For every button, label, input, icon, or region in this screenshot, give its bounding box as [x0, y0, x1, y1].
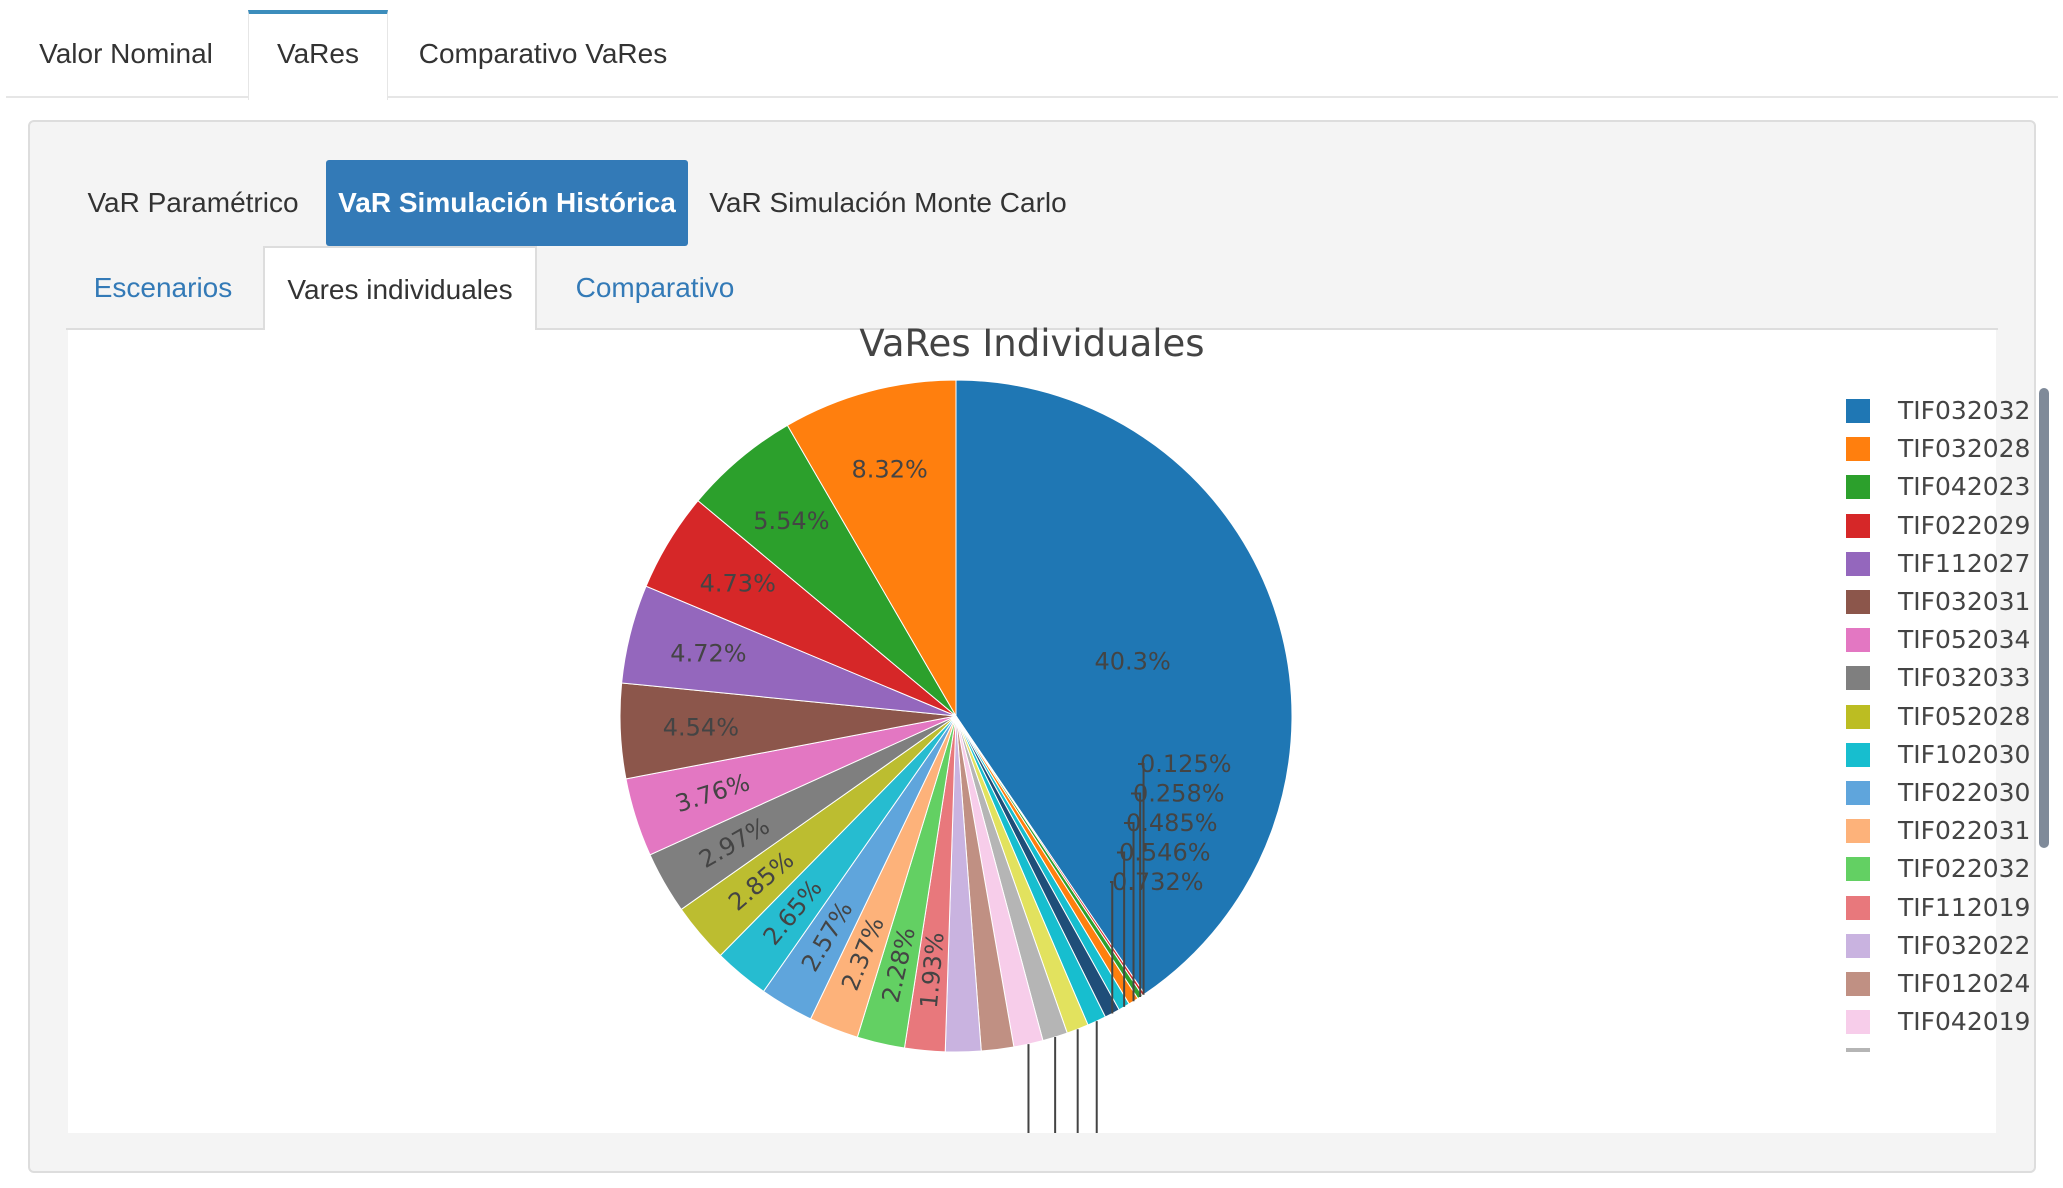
leader-line — [1117, 851, 1126, 1007]
pie-chart: 40.3%1.93%2.28%2.37%2.57%2.65%2.85%2.97%… — [619, 379, 1293, 1133]
legend-label: TIF112027 — [1898, 548, 2031, 578]
chart-title: VaRes Individuales — [859, 322, 1205, 365]
legend-swatch — [1846, 781, 1870, 805]
legend-swatch — [1846, 819, 1870, 844]
slice-label-outside: 0.485% — [1126, 809, 1218, 837]
legend-swatch — [1846, 1048, 1870, 1052]
legend-label: TIF032032 — [1898, 396, 2031, 425]
legend-item[interactable]: TIF022029 — [1768, 507, 2031, 545]
legend-label: TIF042023 — [1898, 472, 2031, 502]
legend-item[interactable]: TIF052028 — [1768, 698, 2031, 736]
leader-line — [1124, 822, 1135, 1002]
legend-item[interactable]: TIF032033 — [1768, 659, 2031, 697]
slice-label: 4.72% — [670, 639, 746, 667]
legend-item[interactable]: TIF022030 — [1768, 774, 2031, 812]
legend-label: TIF112019 — [1898, 892, 2031, 922]
legend-label: TIF032033 — [1898, 663, 2031, 693]
tab-vares[interactable]: VaRes — [248, 10, 388, 100]
legend-swatch — [1846, 972, 1870, 996]
slice-label-outside: 0.546% — [1119, 839, 1211, 867]
slice-label-outside: 0.732% — [1112, 868, 1204, 896]
legend-label: TIF052028 — [1898, 701, 2031, 731]
pie-chart-area: VaRes Individuales 40.3% 1.93% 2.28% 2.37% 2… — [68, 322, 2049, 1133]
legend-swatch — [1846, 857, 1870, 882]
legend-swatch — [1846, 704, 1870, 729]
legend-swatch — [1846, 590, 1870, 614]
legend-swatch — [1846, 437, 1870, 462]
slice-label: 4.54% — [663, 713, 739, 741]
legend-label: TIF032022 — [1898, 930, 2031, 960]
legend-label: TIF022032 — [1898, 854, 2031, 884]
legend-swatch — [1846, 551, 1870, 576]
slice-label: 8.32% — [852, 455, 928, 483]
legend-label: TIF052034 — [1898, 625, 2031, 655]
legend-item[interactable]: TIF052034 — [1768, 621, 2031, 659]
legend-item[interactable] — [1768, 1041, 2028, 1052]
slice-label: 5.54% — [753, 507, 829, 535]
pie-slice[interactable] — [786, 379, 957, 718]
legend-item[interactable]: TIF112027 — [1768, 545, 2031, 583]
tab-comparativo-vares[interactable]: Comparativo VaRes — [418, 38, 668, 69]
slice-label: 40.3% — [1095, 648, 1171, 676]
legend-swatch — [1846, 1010, 1870, 1035]
legend-item[interactable]: TIF032022 — [1768, 927, 2031, 965]
leader-line — [1110, 881, 1114, 1014]
legend-label: TIF032028 — [1898, 434, 2031, 464]
top-tab-bar: Valor Nominal VaRes Comparativo VaRes — [6, 10, 2058, 100]
legend-item[interactable]: TIF042019 — [1768, 1003, 2031, 1041]
legend-swatch — [1846, 628, 1870, 653]
legend-swatch — [1846, 742, 1870, 767]
legend-label: TIF022030 — [1898, 778, 2031, 807]
slice-label: 4.73% — [700, 569, 776, 597]
legend-swatch — [1846, 895, 1870, 920]
tab-vares-individuales[interactable]: Vares individuales — [263, 246, 537, 332]
legend-label: TIF042019 — [1898, 1007, 2031, 1037]
legend-swatch — [1846, 475, 1870, 500]
legend-swatch — [1846, 933, 1870, 958]
sub-tab-bar: Escenarios Vares individuales Comparativ… — [66, 246, 1998, 332]
pill-var-simulacion-historica[interactable]: VaR Simulación Histórica — [326, 160, 688, 246]
legend-label: TIF032031 — [1898, 587, 2031, 616]
pie-slice[interactable] — [955, 379, 1293, 995]
legend-swatch — [1846, 399, 1870, 423]
tab-valor-nominal[interactable]: Valor Nominal — [39, 38, 213, 69]
legend-item[interactable]: TIF012024 — [1768, 965, 2031, 1003]
legend-label: TIF012024 — [1898, 969, 2031, 998]
legend-item[interactable]: TIF032032 — [1768, 392, 2031, 430]
legend-scrollbar[interactable] — [2039, 388, 2049, 848]
legend-item[interactable]: TIF022032 — [1768, 850, 2031, 888]
leader-line — [1131, 792, 1142, 998]
legend-label: TIF022031 — [1898, 816, 2031, 846]
legend-swatch — [1846, 666, 1870, 691]
pill-var-parametrico[interactable]: VaR Paramétrico — [87, 187, 299, 218]
leader-line — [1138, 763, 1145, 995]
legend-swatch — [1846, 513, 1870, 538]
legend-item[interactable]: TIF042023 — [1768, 468, 2031, 506]
legend-item[interactable]: TIF112019 — [1768, 889, 2031, 927]
legend-item[interactable]: TIF102030 — [1768, 736, 2031, 774]
chart-legend[interactable]: TIF032032 TIF032028 TIF042023 TIF022029 TIF1… — [1768, 392, 2038, 1052]
slice-label-outside: 0.258% — [1133, 780, 1225, 808]
tab-escenarios[interactable]: Escenarios — [93, 272, 233, 303]
legend-item[interactable]: TIF032031 — [1768, 583, 2031, 621]
slice-label-outside: 0.125% — [1140, 750, 1232, 778]
legend-item[interactable]: TIF032028 — [1768, 430, 2031, 468]
legend-label: TIF022029 — [1898, 510, 2031, 540]
legend-item[interactable]: TIF022031 — [1768, 812, 2031, 850]
tab-comparativo[interactable]: Comparativo — [575, 272, 735, 303]
pill-var-simulacion-monte-carlo[interactable]: VaR Simulación Monte Carlo — [709, 187, 1067, 218]
legend-label: TIF102030 — [1898, 739, 2031, 769]
